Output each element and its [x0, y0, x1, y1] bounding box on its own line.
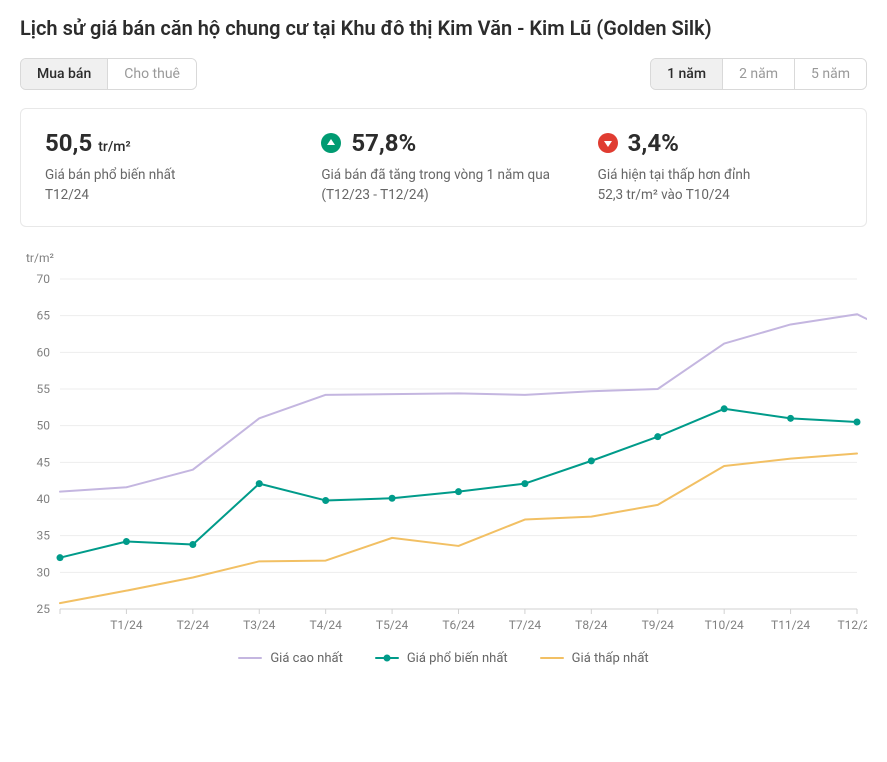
legend-swatch: [540, 657, 564, 659]
price-chart: 25 30 35 40 45 50 55 60 65 70 T1/24 T2/24 T3/24 T4/24…: [20, 269, 867, 639]
x-tick-label: T4/24: [309, 618, 342, 632]
y-tick-label: 30: [37, 565, 51, 579]
x-tick-label: T11/24: [771, 618, 810, 632]
legend-label: Giá cao nhất: [270, 651, 343, 666]
stat-label: Giá bán phổ biến nhấtT12/24: [45, 165, 289, 206]
tabs-row: Mua bánCho thuê 1 năm2 năm5 năm: [20, 58, 867, 90]
y-tick-label: 45: [37, 455, 51, 469]
series-marker: [322, 496, 329, 503]
series-marker: [189, 540, 196, 547]
legend-item-0: Giá cao nhất: [238, 651, 343, 666]
y-tick-label: 35: [37, 528, 51, 542]
series-marker: [455, 488, 462, 495]
stat-label: Giá bán đã tăng trong vòng 1 năm qua(T12…: [321, 165, 565, 206]
series-marker: [389, 494, 396, 501]
x-tick-label: T7/24: [509, 618, 542, 632]
stat-value-row: 50,5 tr/m²: [45, 129, 289, 157]
series-line-0: [60, 314, 867, 491]
arrow-up-icon: [321, 133, 341, 153]
tab-type-0[interactable]: Mua bán: [21, 59, 107, 89]
arrow-down-icon: [598, 133, 618, 153]
y-axis-unit: tr/m²: [20, 251, 867, 265]
x-tick-label: T9/24: [642, 618, 675, 632]
legend-item-2: Giá thấp nhất: [540, 651, 649, 666]
y-tick-label: 65: [37, 308, 51, 322]
tab-range-1[interactable]: 2 năm: [722, 59, 794, 89]
page-title: Lịch sử giá bán căn hộ chung cư tại Khu …: [20, 16, 867, 40]
x-tick-label: T6/24: [442, 618, 475, 632]
stat-block-1: 57,8% Giá bán đã tăng trong vòng 1 năm qu…: [321, 129, 565, 206]
series-marker: [721, 405, 728, 412]
y-tick-label: 55: [37, 382, 51, 396]
legend-label: Giá thấp nhất: [572, 651, 649, 666]
series-marker: [854, 418, 861, 425]
stat-block-2: 3,4% Giá hiện tại thấp hơn đỉnh52,3 tr/m²…: [598, 129, 842, 206]
y-tick-label: 50: [37, 418, 51, 432]
tab-group-range: 1 năm2 năm5 năm: [650, 58, 867, 90]
legend-item-1: Giá phổ biến nhất: [375, 651, 508, 666]
y-tick-label: 70: [37, 272, 51, 286]
stat-value-row: 57,8%: [321, 129, 565, 157]
tab-range-2[interactable]: 5 năm: [794, 59, 866, 89]
y-tick-label: 25: [37, 602, 51, 616]
series-marker: [256, 480, 263, 487]
legend-swatch: [375, 657, 399, 659]
x-tick-label: T3/24: [243, 618, 276, 632]
tab-type-1[interactable]: Cho thuê: [107, 59, 196, 89]
chart-container: tr/m² 25 30 35 40 45 50 55 60 65 70 T1/24 T2/24 T3/2…: [20, 251, 867, 666]
series-marker: [588, 457, 595, 464]
legend-label: Giá phổ biến nhất: [407, 651, 508, 666]
series-marker: [654, 433, 661, 440]
chart-legend: Giá cao nhất Giá phổ biến nhất Giá thấp nh…: [20, 651, 867, 666]
series-marker: [57, 554, 64, 561]
tab-group-type: Mua bánCho thuê: [20, 58, 197, 90]
tab-range-0[interactable]: 1 năm: [651, 59, 722, 89]
legend-swatch: [238, 657, 262, 659]
x-tick-label: T2/24: [177, 618, 210, 632]
x-tick-label: T8/24: [575, 618, 608, 632]
series-marker: [123, 538, 130, 545]
y-tick-label: 60: [37, 345, 51, 359]
series-line-2: [60, 453, 857, 603]
y-tick-label: 40: [37, 492, 51, 506]
x-tick-label: T10/24: [705, 618, 744, 632]
x-tick-label: T1/24: [110, 618, 143, 632]
stat-unit: tr/m²: [98, 139, 130, 155]
stat-value: 50,5: [45, 129, 92, 157]
stat-value: 57,8%: [351, 129, 416, 157]
series-marker: [787, 414, 794, 421]
x-tick-label: T12/24: [837, 618, 867, 632]
x-tick-label: T5/24: [376, 618, 409, 632]
stat-block-0: 50,5 tr/m² Giá bán phổ biến nhấtT12/24: [45, 129, 289, 206]
stat-value-row: 3,4%: [598, 129, 842, 157]
series-marker: [521, 480, 528, 487]
legend-marker-icon: [383, 655, 390, 662]
stats-card: 50,5 tr/m² Giá bán phổ biến nhấtT12/24 57,8…: [20, 108, 867, 227]
stat-label: Giá hiện tại thấp hơn đỉnh52,3 tr/m² vào…: [598, 165, 842, 206]
stat-value: 3,4%: [628, 129, 679, 157]
